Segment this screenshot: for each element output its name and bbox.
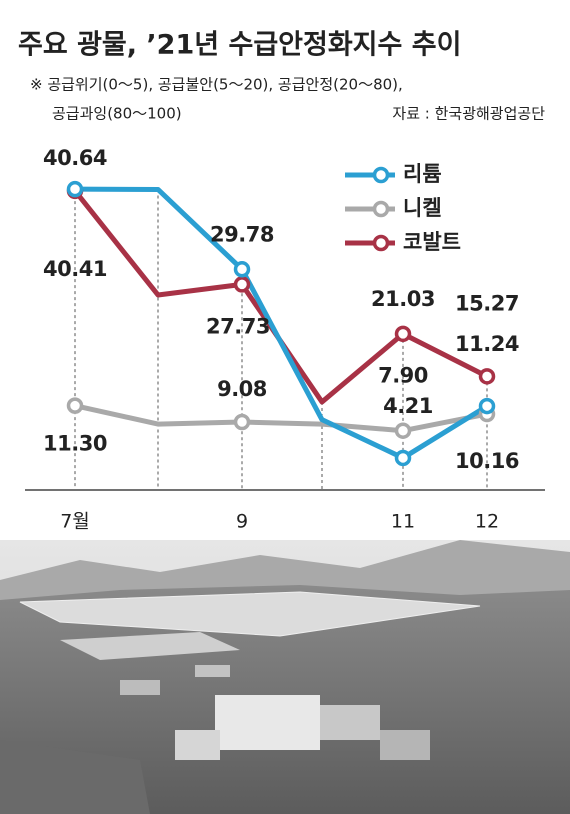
note: ※ 공급위기(0～5), 공급불안(5～20), 공급안정(20～80), (30, 76, 403, 94)
note: 공급과잉(80～100) (52, 105, 182, 123)
marker (394, 449, 412, 467)
data-label: 40.64 (43, 146, 107, 170)
marker (66, 397, 84, 414)
photo (0, 540, 570, 814)
x-tick-label: 11 (391, 511, 415, 533)
legend-swatch (372, 166, 390, 184)
marker (478, 397, 496, 415)
data-label: 27.73 (206, 314, 270, 338)
line (74, 186, 489, 461)
data-label: 29.78 (210, 222, 274, 246)
data-label: 21.03 (371, 287, 435, 311)
x-tick-label: 9 (236, 511, 248, 533)
data-label: 11.24 (455, 332, 519, 356)
x-tick-label: 12 (475, 511, 499, 533)
source: 자료 : 한국광해광업공단 (392, 105, 545, 123)
marker (233, 413, 251, 431)
chart-title: 주요 광물, ’21년 수급안정화지수 추이 (18, 30, 461, 61)
data-label: 7.90 (378, 364, 428, 388)
marker (394, 422, 412, 439)
data-label: 15.27 (455, 291, 519, 315)
marker (233, 276, 251, 293)
data-label: 4.21 (383, 394, 433, 418)
x-tick-label: 7월 (60, 511, 90, 533)
data-label: 10.16 (455, 449, 519, 473)
legend-swatch (372, 234, 390, 252)
data-label: 40.41 (43, 257, 107, 281)
data-label: 11.30 (43, 432, 107, 456)
legend-label: 니켈 (403, 196, 442, 220)
line (74, 403, 488, 434)
legend-label: 코발트 (403, 230, 461, 254)
marker (66, 180, 84, 198)
marker (394, 325, 412, 343)
marker (478, 368, 496, 385)
legend-swatch (372, 200, 390, 218)
legend-label: 리튬 (403, 162, 442, 186)
marker (233, 261, 251, 278)
data-label: 9.08 (217, 377, 267, 401)
